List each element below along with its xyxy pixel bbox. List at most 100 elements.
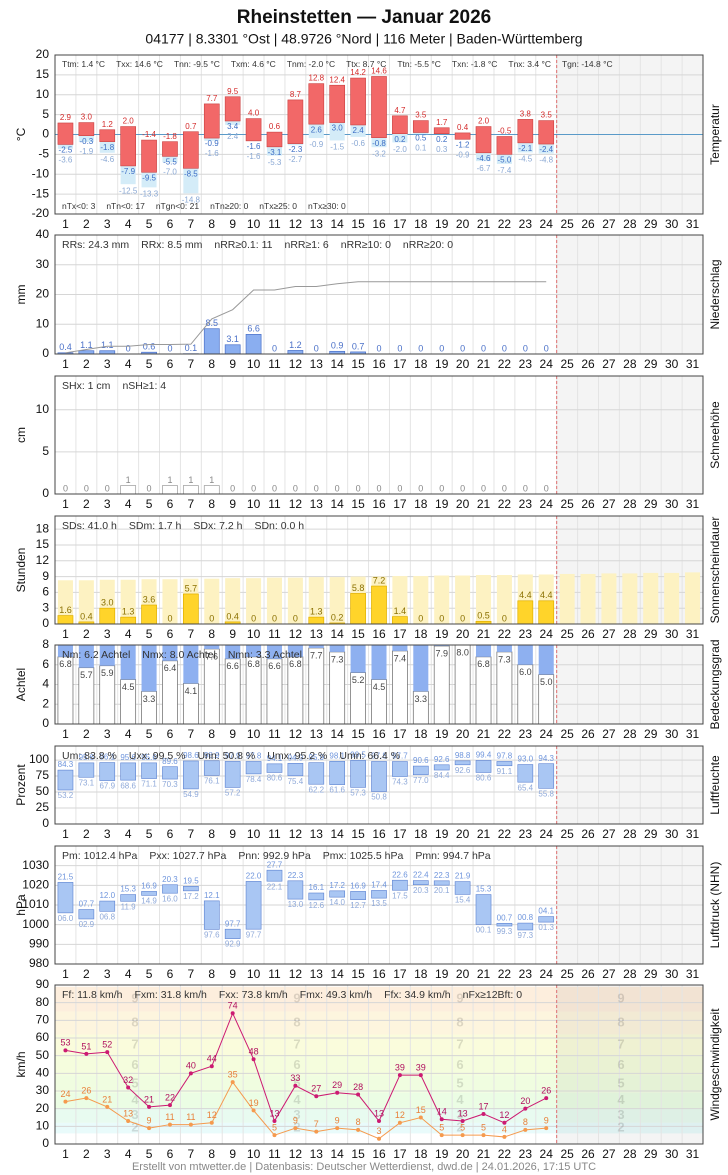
possible-bar xyxy=(580,573,596,624)
range-bar xyxy=(287,99,304,144)
value-label: 94.9 xyxy=(288,753,304,762)
y-tick-label: 1030 xyxy=(22,858,49,872)
bar xyxy=(538,600,555,625)
value-label: 0 xyxy=(481,343,486,353)
x-tick-label: 2 xyxy=(83,627,90,641)
x-tick-label: 29 xyxy=(644,627,658,641)
range-bar xyxy=(308,892,325,901)
range-bar xyxy=(350,891,366,900)
value-label: 0 xyxy=(397,483,402,493)
value-label: 17.4 xyxy=(371,881,387,890)
value-label: 14.9 xyxy=(141,896,157,905)
range-bar xyxy=(392,761,408,777)
x-tick-label: 20 xyxy=(456,967,470,981)
value-label: 2.6 xyxy=(311,125,323,134)
value-label: 95.6 xyxy=(79,753,95,762)
range-bar xyxy=(538,763,555,789)
x-tick-label: 17 xyxy=(393,727,407,741)
ground-min-bar xyxy=(204,138,220,141)
x-tick-label: 31 xyxy=(686,497,700,511)
range-bar xyxy=(203,900,220,930)
x-tick-label: 1 xyxy=(62,217,69,231)
value-label: 0 xyxy=(502,343,507,353)
value-label: 6.6 xyxy=(226,661,239,671)
value-label: -7.0 xyxy=(163,167,177,176)
x-tick-label: 6 xyxy=(167,727,174,741)
value-label: -2.4 xyxy=(539,145,553,154)
x-tick-label: 28 xyxy=(623,967,637,981)
value-label: 4.5 xyxy=(373,682,386,692)
x-tick-label: 23 xyxy=(519,497,533,511)
beaufort-label: 4 xyxy=(131,1092,139,1107)
clear-bar xyxy=(162,645,178,661)
beaufort-band xyxy=(55,1075,703,1093)
x-tick-label: 19 xyxy=(435,827,449,841)
value-label: 0 xyxy=(397,343,402,353)
value-label: 13.5 xyxy=(371,899,387,908)
value-label: 2.0 xyxy=(123,117,135,126)
range-bar xyxy=(162,766,178,780)
value-label: 0.2 xyxy=(436,135,448,144)
beaufort-label: 6 xyxy=(131,1057,138,1072)
value-label: 0 xyxy=(418,483,423,493)
x-tick-label: 4 xyxy=(125,727,132,741)
stat: Txm: 4.6 °C xyxy=(231,59,276,69)
range-bar xyxy=(266,763,283,773)
value-label: 8 xyxy=(356,1117,361,1127)
range-bar xyxy=(78,909,95,920)
beaufort-label: 3 xyxy=(617,1107,624,1122)
beaufort-band xyxy=(55,1092,703,1109)
value-label: 4.5 xyxy=(122,682,135,692)
value-label: 2.0 xyxy=(478,117,490,126)
ground-min-bar xyxy=(329,122,345,141)
value-label: 12.8 xyxy=(309,74,325,83)
clear-bar xyxy=(78,645,94,668)
point xyxy=(230,1080,235,1085)
x-tick-label: 7 xyxy=(188,497,195,511)
x-tick-label: 18 xyxy=(414,357,428,371)
x-tick-label: 31 xyxy=(686,357,700,371)
beaufort-label: 7 xyxy=(456,1037,463,1052)
range-bar xyxy=(371,761,387,792)
y-tick-label: 40 xyxy=(36,227,50,241)
range-bar xyxy=(183,131,199,169)
point xyxy=(502,1120,507,1125)
value-label: 7.7 xyxy=(310,650,323,660)
x-tick-label: 2 xyxy=(83,967,90,981)
x-tick-label: 2 xyxy=(83,827,90,841)
ground-min-bar xyxy=(308,124,324,139)
y-axis-label: mm xyxy=(14,285,28,305)
value-label: 1 xyxy=(167,475,172,485)
x-tick-label: 7 xyxy=(188,217,195,231)
value-label: 74.3 xyxy=(392,778,408,787)
x-tick-label: 5 xyxy=(146,627,153,641)
value-label: 95.9 xyxy=(309,753,325,762)
panel-frame xyxy=(54,375,704,495)
stats-line: Ttm: 1.4 °C Txx: 14.6 °C Tnn: -9.5 °C Txm: … xyxy=(62,59,613,69)
stats-line: Nm: 6.2 Achtel Nmx: 8.0 Achtel Nmn: 3.3 Ac… xyxy=(62,649,302,661)
beaufort-band xyxy=(55,986,703,1012)
stat: SHx: 1 cm xyxy=(62,380,111,392)
panel-title: Bedeckungsgrad xyxy=(708,639,722,729)
point xyxy=(460,1119,465,1124)
stat: Fxm: 31.8 km/h xyxy=(135,989,208,1001)
value-label: 65.4 xyxy=(518,783,534,792)
x-tick-label: 14 xyxy=(331,1147,345,1161)
x-tick-label: 11 xyxy=(268,727,281,741)
range-bar xyxy=(412,120,429,133)
y-axis-label: hPa xyxy=(14,894,28,916)
point xyxy=(84,1096,89,1101)
value-label: 21.9 xyxy=(455,872,471,881)
x-tick-label: 3 xyxy=(104,497,111,511)
x-tick-label: 29 xyxy=(644,217,658,231)
value-label: 96.1 xyxy=(99,753,115,762)
ground-min-bar xyxy=(141,172,157,188)
y-tick-label: 15 xyxy=(36,67,50,81)
x-tick-label: 27 xyxy=(602,727,616,741)
value-label: 12 xyxy=(207,1110,217,1120)
value-label: 0 xyxy=(293,483,298,493)
beaufort-label: 2 xyxy=(131,1120,138,1135)
possible-bar xyxy=(685,572,701,624)
value-label: 92.9 xyxy=(225,940,241,949)
x-tick-label: 8 xyxy=(208,497,215,511)
